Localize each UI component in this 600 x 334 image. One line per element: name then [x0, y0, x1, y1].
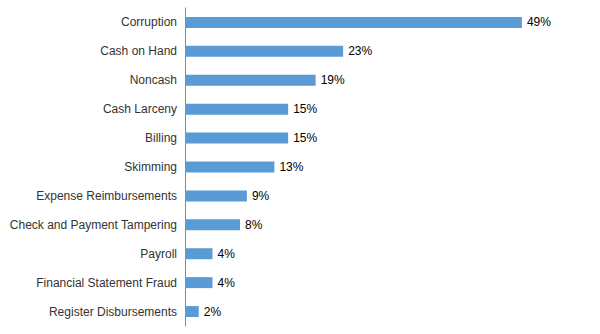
svg-text:Skimming: Skimming — [124, 160, 177, 174]
svg-text:Register Disbursements: Register Disbursements — [49, 305, 177, 319]
svg-text:15%: 15% — [293, 131, 317, 145]
svg-text:Cash Larceny: Cash Larceny — [103, 102, 177, 116]
svg-text:4%: 4% — [218, 276, 236, 290]
svg-text:Noncash: Noncash — [130, 73, 177, 87]
svg-text:8%: 8% — [245, 218, 263, 232]
svg-text:49%: 49% — [527, 15, 551, 29]
svg-text:2%: 2% — [204, 305, 222, 319]
svg-text:Check and Payment Tampering: Check and Payment Tampering — [10, 218, 177, 232]
svg-text:Corruption: Corruption — [121, 15, 177, 29]
svg-text:13%: 13% — [279, 160, 303, 174]
svg-text:4%: 4% — [218, 247, 236, 261]
svg-text:Payroll: Payroll — [140, 247, 177, 261]
svg-text:Financial Statement Fraud: Financial Statement Fraud — [36, 276, 177, 290]
svg-text:15%: 15% — [293, 102, 317, 116]
svg-text:19%: 19% — [321, 73, 345, 87]
svg-text:9%: 9% — [252, 189, 270, 203]
svg-text:Cash on Hand: Cash on Hand — [100, 44, 177, 58]
svg-text:Billing: Billing — [145, 131, 177, 145]
svg-text:Expense Reimbursements: Expense Reimbursements — [36, 189, 177, 203]
svg-text:23%: 23% — [348, 44, 372, 58]
